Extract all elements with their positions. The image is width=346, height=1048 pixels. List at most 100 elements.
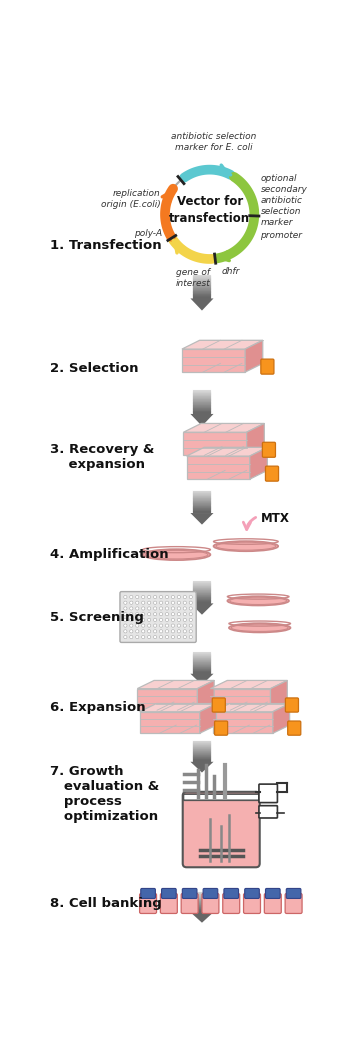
Polygon shape — [245, 341, 263, 372]
Ellipse shape — [143, 549, 210, 560]
Ellipse shape — [160, 635, 163, 638]
Ellipse shape — [124, 602, 127, 605]
Ellipse shape — [171, 635, 175, 638]
Text: 3. Recovery &
    expansion: 3. Recovery & expansion — [50, 443, 155, 471]
Ellipse shape — [136, 602, 139, 605]
Polygon shape — [190, 912, 213, 922]
Text: MTX: MTX — [261, 512, 290, 525]
Ellipse shape — [229, 624, 291, 632]
Ellipse shape — [183, 635, 186, 638]
Polygon shape — [190, 414, 213, 427]
FancyBboxPatch shape — [162, 889, 176, 898]
Ellipse shape — [130, 607, 133, 610]
Ellipse shape — [177, 635, 181, 638]
Ellipse shape — [124, 607, 127, 610]
FancyBboxPatch shape — [265, 466, 279, 481]
Ellipse shape — [154, 630, 157, 633]
Polygon shape — [210, 689, 271, 711]
Polygon shape — [271, 680, 287, 711]
Ellipse shape — [147, 635, 151, 638]
FancyBboxPatch shape — [288, 721, 301, 736]
Polygon shape — [137, 689, 197, 711]
Polygon shape — [186, 447, 267, 456]
Polygon shape — [210, 680, 287, 689]
FancyBboxPatch shape — [245, 889, 260, 898]
Ellipse shape — [154, 624, 157, 627]
Ellipse shape — [160, 624, 163, 627]
Ellipse shape — [142, 624, 145, 627]
Polygon shape — [139, 712, 200, 734]
Ellipse shape — [165, 607, 169, 610]
FancyBboxPatch shape — [161, 894, 177, 914]
Ellipse shape — [154, 618, 157, 621]
Ellipse shape — [189, 630, 192, 633]
Ellipse shape — [183, 618, 186, 621]
Text: 4. Amplification: 4. Amplification — [50, 548, 169, 561]
Ellipse shape — [136, 618, 139, 621]
Text: gene of
interest: gene of interest — [175, 268, 210, 288]
Ellipse shape — [124, 635, 127, 638]
Ellipse shape — [136, 624, 139, 627]
Polygon shape — [197, 680, 214, 711]
Ellipse shape — [142, 602, 145, 605]
Ellipse shape — [154, 635, 157, 638]
Ellipse shape — [189, 618, 192, 621]
FancyBboxPatch shape — [183, 794, 259, 801]
Ellipse shape — [160, 618, 163, 621]
Polygon shape — [186, 456, 250, 479]
Ellipse shape — [183, 595, 186, 598]
Ellipse shape — [142, 630, 145, 633]
Ellipse shape — [147, 607, 151, 610]
Polygon shape — [182, 341, 263, 349]
Ellipse shape — [136, 630, 139, 633]
FancyBboxPatch shape — [183, 792, 260, 868]
Ellipse shape — [165, 630, 169, 633]
Polygon shape — [273, 703, 290, 734]
Ellipse shape — [160, 607, 163, 610]
Ellipse shape — [213, 541, 278, 551]
FancyBboxPatch shape — [264, 894, 281, 914]
Ellipse shape — [189, 602, 192, 605]
Polygon shape — [182, 349, 245, 372]
Ellipse shape — [160, 630, 163, 633]
Polygon shape — [183, 432, 247, 455]
Text: antibiotic selection
marker for E. coli: antibiotic selection marker for E. coli — [171, 132, 256, 152]
Ellipse shape — [147, 630, 151, 633]
Ellipse shape — [154, 612, 157, 616]
FancyBboxPatch shape — [212, 698, 225, 712]
Text: 6. Expansion: 6. Expansion — [50, 701, 146, 714]
FancyBboxPatch shape — [244, 894, 261, 914]
Ellipse shape — [177, 624, 181, 627]
Ellipse shape — [142, 607, 145, 610]
Ellipse shape — [171, 612, 175, 616]
Ellipse shape — [136, 595, 139, 598]
FancyBboxPatch shape — [261, 359, 274, 374]
Ellipse shape — [189, 635, 192, 638]
Polygon shape — [190, 674, 213, 684]
Ellipse shape — [142, 595, 145, 598]
Polygon shape — [190, 299, 213, 310]
Ellipse shape — [124, 595, 127, 598]
Polygon shape — [137, 680, 214, 689]
Ellipse shape — [160, 602, 163, 605]
Ellipse shape — [171, 602, 175, 605]
Ellipse shape — [124, 618, 127, 621]
FancyBboxPatch shape — [224, 889, 238, 898]
Ellipse shape — [130, 602, 133, 605]
FancyBboxPatch shape — [265, 889, 280, 898]
Text: 7. Growth
   evaluation &
   process
   optimization: 7. Growth evaluation & process optimizat… — [50, 765, 160, 823]
Ellipse shape — [124, 612, 127, 616]
Ellipse shape — [130, 630, 133, 633]
FancyBboxPatch shape — [223, 894, 240, 914]
Ellipse shape — [160, 595, 163, 598]
FancyBboxPatch shape — [181, 894, 198, 914]
FancyBboxPatch shape — [203, 889, 218, 898]
FancyBboxPatch shape — [286, 889, 301, 898]
Ellipse shape — [147, 618, 151, 621]
Ellipse shape — [183, 607, 186, 610]
Ellipse shape — [171, 630, 175, 633]
Text: dhfr: dhfr — [222, 266, 240, 276]
FancyBboxPatch shape — [215, 721, 228, 736]
Text: optional
secondary
antibiotic
selection
marker: optional secondary antibiotic selection … — [261, 174, 307, 227]
Ellipse shape — [165, 618, 169, 621]
